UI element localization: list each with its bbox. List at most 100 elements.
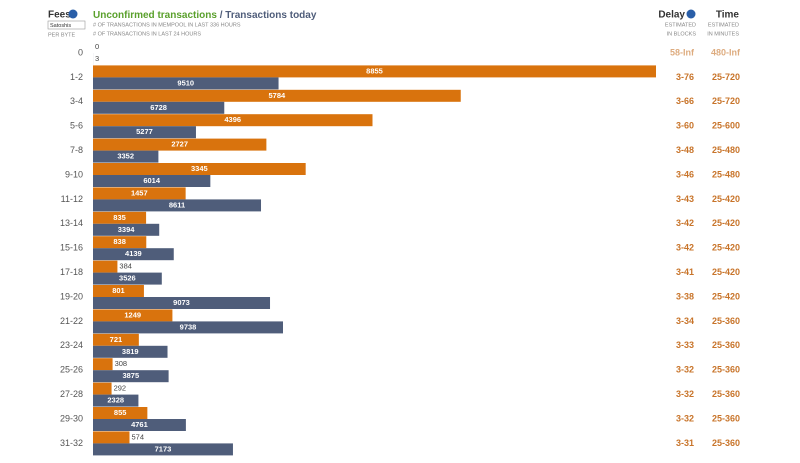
time-value: 25-420 xyxy=(712,218,740,228)
today-value: 4139 xyxy=(125,249,142,258)
time-value: 25-360 xyxy=(712,316,740,326)
time-value: 25-360 xyxy=(712,365,740,375)
fee-label: 15-16 xyxy=(60,243,83,253)
unconfirmed-value: 574 xyxy=(131,432,144,441)
unconfirmed-bar xyxy=(93,431,129,443)
fee-label: 31-32 xyxy=(60,438,83,448)
unconfirmed-value: 5784 xyxy=(269,91,287,100)
unconfirmed-value: 1249 xyxy=(124,310,141,319)
today-sub: # OF TRANSACTIONS IN LAST 24 HOURS xyxy=(93,31,201,37)
time-value: 25-360 xyxy=(712,389,740,399)
time-value: 25-420 xyxy=(712,291,740,301)
fee-label: 1-2 xyxy=(70,72,83,82)
time-value: 25-420 xyxy=(712,267,740,277)
delay-sub: IN BLOCKS xyxy=(667,31,697,37)
delay-value: 3-32 xyxy=(676,365,694,375)
delay-value: 3-43 xyxy=(676,194,694,204)
fee-label: 29-30 xyxy=(60,413,83,423)
time-header: Time xyxy=(716,10,740,21)
today-value: 9738 xyxy=(180,322,197,331)
delay-value: 3-32 xyxy=(676,389,694,399)
unconfirmed-value: 2727 xyxy=(171,140,188,149)
time-sub: ESTIMATED xyxy=(708,22,739,28)
fee-label: 17-18 xyxy=(60,267,83,277)
today-value: 4761 xyxy=(131,420,148,429)
delay-value: 3-38 xyxy=(676,291,694,301)
unit-sub: PER BYTE xyxy=(48,32,76,38)
fee-label: 19-20 xyxy=(60,291,83,301)
delay-sub: ESTIMATED xyxy=(665,22,696,28)
delay-value: 3-42 xyxy=(676,218,694,228)
info-icon[interactable] xyxy=(69,10,78,19)
today-value: 3352 xyxy=(117,152,134,161)
unconfirmed-sub: # OF TRANSACTIONS IN MEMPOOL IN LAST 336… xyxy=(93,22,241,28)
unconfirmed-bar xyxy=(93,383,112,395)
fee-label: 13-14 xyxy=(60,218,83,228)
time-value: 25-480 xyxy=(712,169,740,179)
time-value: 25-360 xyxy=(712,413,740,423)
today-value: 3 xyxy=(95,54,99,63)
time-value: 25-360 xyxy=(712,340,740,350)
unit-select-text: Satoshis xyxy=(50,23,71,29)
separator: / xyxy=(220,10,223,21)
fee-label: 5-6 xyxy=(70,121,83,131)
unconfirmed-bar xyxy=(93,358,113,370)
time-value: 25-420 xyxy=(712,243,740,253)
unconfirmed-value: 384 xyxy=(119,262,132,271)
unconfirmed-value: 835 xyxy=(113,213,126,222)
today-value: 2328 xyxy=(107,396,124,405)
today-value: 8611 xyxy=(169,200,185,209)
delay-value: 3-48 xyxy=(676,145,694,155)
today-value: 3394 xyxy=(118,225,136,234)
fees-header: Fees xyxy=(48,10,71,21)
info-icon[interactable] xyxy=(687,10,696,19)
unconfirmed-bar xyxy=(93,261,117,273)
unconfirmed-value: 801 xyxy=(112,286,125,295)
fee-label: 7-8 xyxy=(70,145,83,155)
unconfirmed-value: 838 xyxy=(113,237,126,246)
delay-header: Delay xyxy=(658,10,685,21)
delay-value: 3-31 xyxy=(676,438,694,448)
fee-label: 9-10 xyxy=(65,169,83,179)
delay-value: 3-60 xyxy=(676,121,694,131)
fee-label: 27-28 xyxy=(60,389,83,399)
today-value: 3526 xyxy=(119,274,136,283)
today-value: 9073 xyxy=(173,298,190,307)
time-value: 25-480 xyxy=(712,145,740,155)
time-value: 25-360 xyxy=(712,438,740,448)
unconfirmed-value: 855 xyxy=(114,408,127,417)
delay-value: 3-33 xyxy=(676,340,694,350)
today-value: 7173 xyxy=(155,444,172,453)
delay-value: 3-46 xyxy=(676,169,694,179)
time-value: 25-720 xyxy=(712,96,740,106)
fee-label: 25-26 xyxy=(60,365,83,375)
today-value: 5277 xyxy=(136,127,153,136)
fee-label: 3-4 xyxy=(70,96,83,106)
delay-value: 58-Inf xyxy=(670,47,695,57)
delay-value: 3-66 xyxy=(676,96,694,106)
unconfirmed-value: 8855 xyxy=(366,66,383,75)
today-value: 6014 xyxy=(143,176,161,185)
today-value: 3819 xyxy=(122,347,139,356)
fee-label: 0 xyxy=(78,47,83,57)
today-title: Transactions today xyxy=(225,10,317,21)
delay-value: 3-34 xyxy=(676,316,694,326)
delay-value: 3-42 xyxy=(676,243,694,253)
time-sub: IN MINUTES xyxy=(707,31,739,37)
today-value: 9510 xyxy=(177,78,194,87)
fee-label: 21-22 xyxy=(60,316,83,326)
today-value: 3875 xyxy=(122,371,139,380)
unconfirmed-value: 1457 xyxy=(131,188,148,197)
fee-label: 23-24 xyxy=(60,340,83,350)
today-value: 6728 xyxy=(150,103,167,112)
unconfirmed-value: 308 xyxy=(115,359,128,368)
delay-value: 3-32 xyxy=(676,413,694,423)
time-value: 25-720 xyxy=(712,72,740,82)
unconfirmed-value: 0 xyxy=(95,42,99,51)
unconfirmed-title: Unconfirmed transactions xyxy=(93,10,217,21)
time-value: 25-420 xyxy=(712,194,740,204)
time-value: 25-600 xyxy=(712,121,740,131)
unconfirmed-value: 292 xyxy=(114,384,127,393)
title: Unconfirmed transactions / Transactions … xyxy=(93,10,317,21)
